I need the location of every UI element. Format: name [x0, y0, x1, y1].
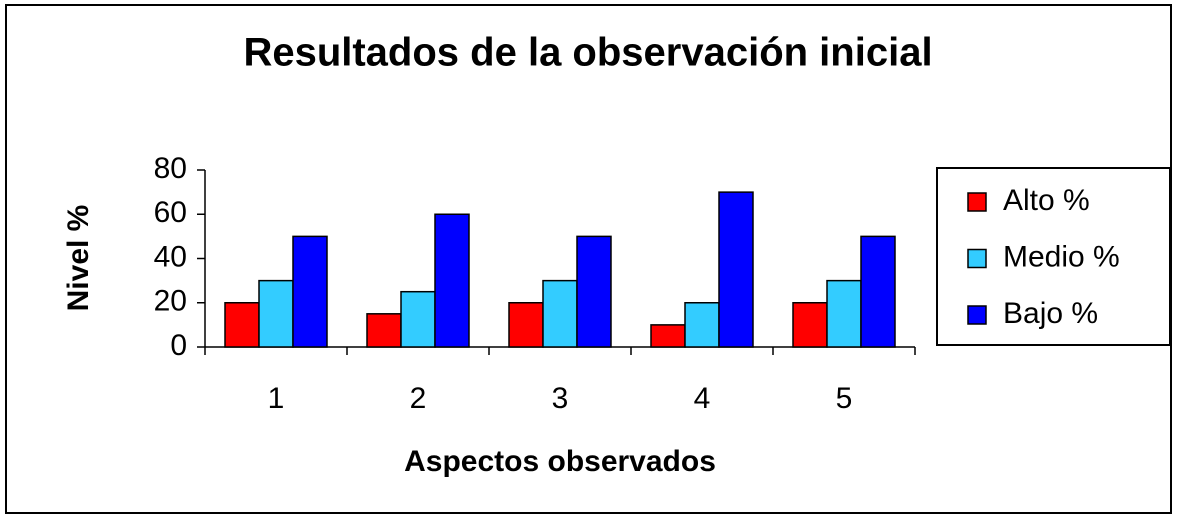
bar: [826, 279, 862, 348]
x-tick-label: 1: [268, 382, 285, 415]
y-tick-label: 60: [154, 196, 187, 229]
bar: [292, 235, 328, 348]
bar: [508, 302, 544, 348]
y-tick-label: 40: [154, 240, 187, 273]
bar: [258, 279, 294, 348]
y-tick-label: 20: [154, 285, 187, 318]
y-tick-label: 0: [170, 329, 187, 362]
bar: [224, 302, 260, 348]
x-axis-label: Aspectos observados: [404, 445, 716, 478]
bar: [542, 279, 578, 348]
bar: [792, 302, 828, 348]
x-tick-label: 5: [836, 382, 853, 415]
bar: [718, 191, 754, 348]
legend-label: Medio %: [1003, 240, 1120, 273]
x-tick-label: 4: [694, 382, 711, 415]
chart-title: Resultados de la observación inicial: [243, 31, 932, 75]
bar: [860, 235, 896, 348]
legend-swatch: [967, 248, 987, 269]
legend-swatch: [967, 192, 987, 212]
bar: [576, 235, 612, 348]
y-tick-label: 80: [154, 152, 187, 185]
bar: [684, 302, 720, 348]
legend-swatch: [967, 305, 987, 325]
bar: [434, 213, 470, 348]
x-tick-label: 3: [552, 382, 569, 415]
legend-label: Bajo %: [1003, 297, 1098, 330]
x-tick-label: 2: [410, 382, 427, 415]
y-axis-label: Nivel %: [62, 205, 95, 312]
legend-label: Alto %: [1003, 184, 1090, 217]
bar: [400, 290, 436, 348]
bar: [366, 313, 402, 348]
bar: [650, 324, 686, 348]
